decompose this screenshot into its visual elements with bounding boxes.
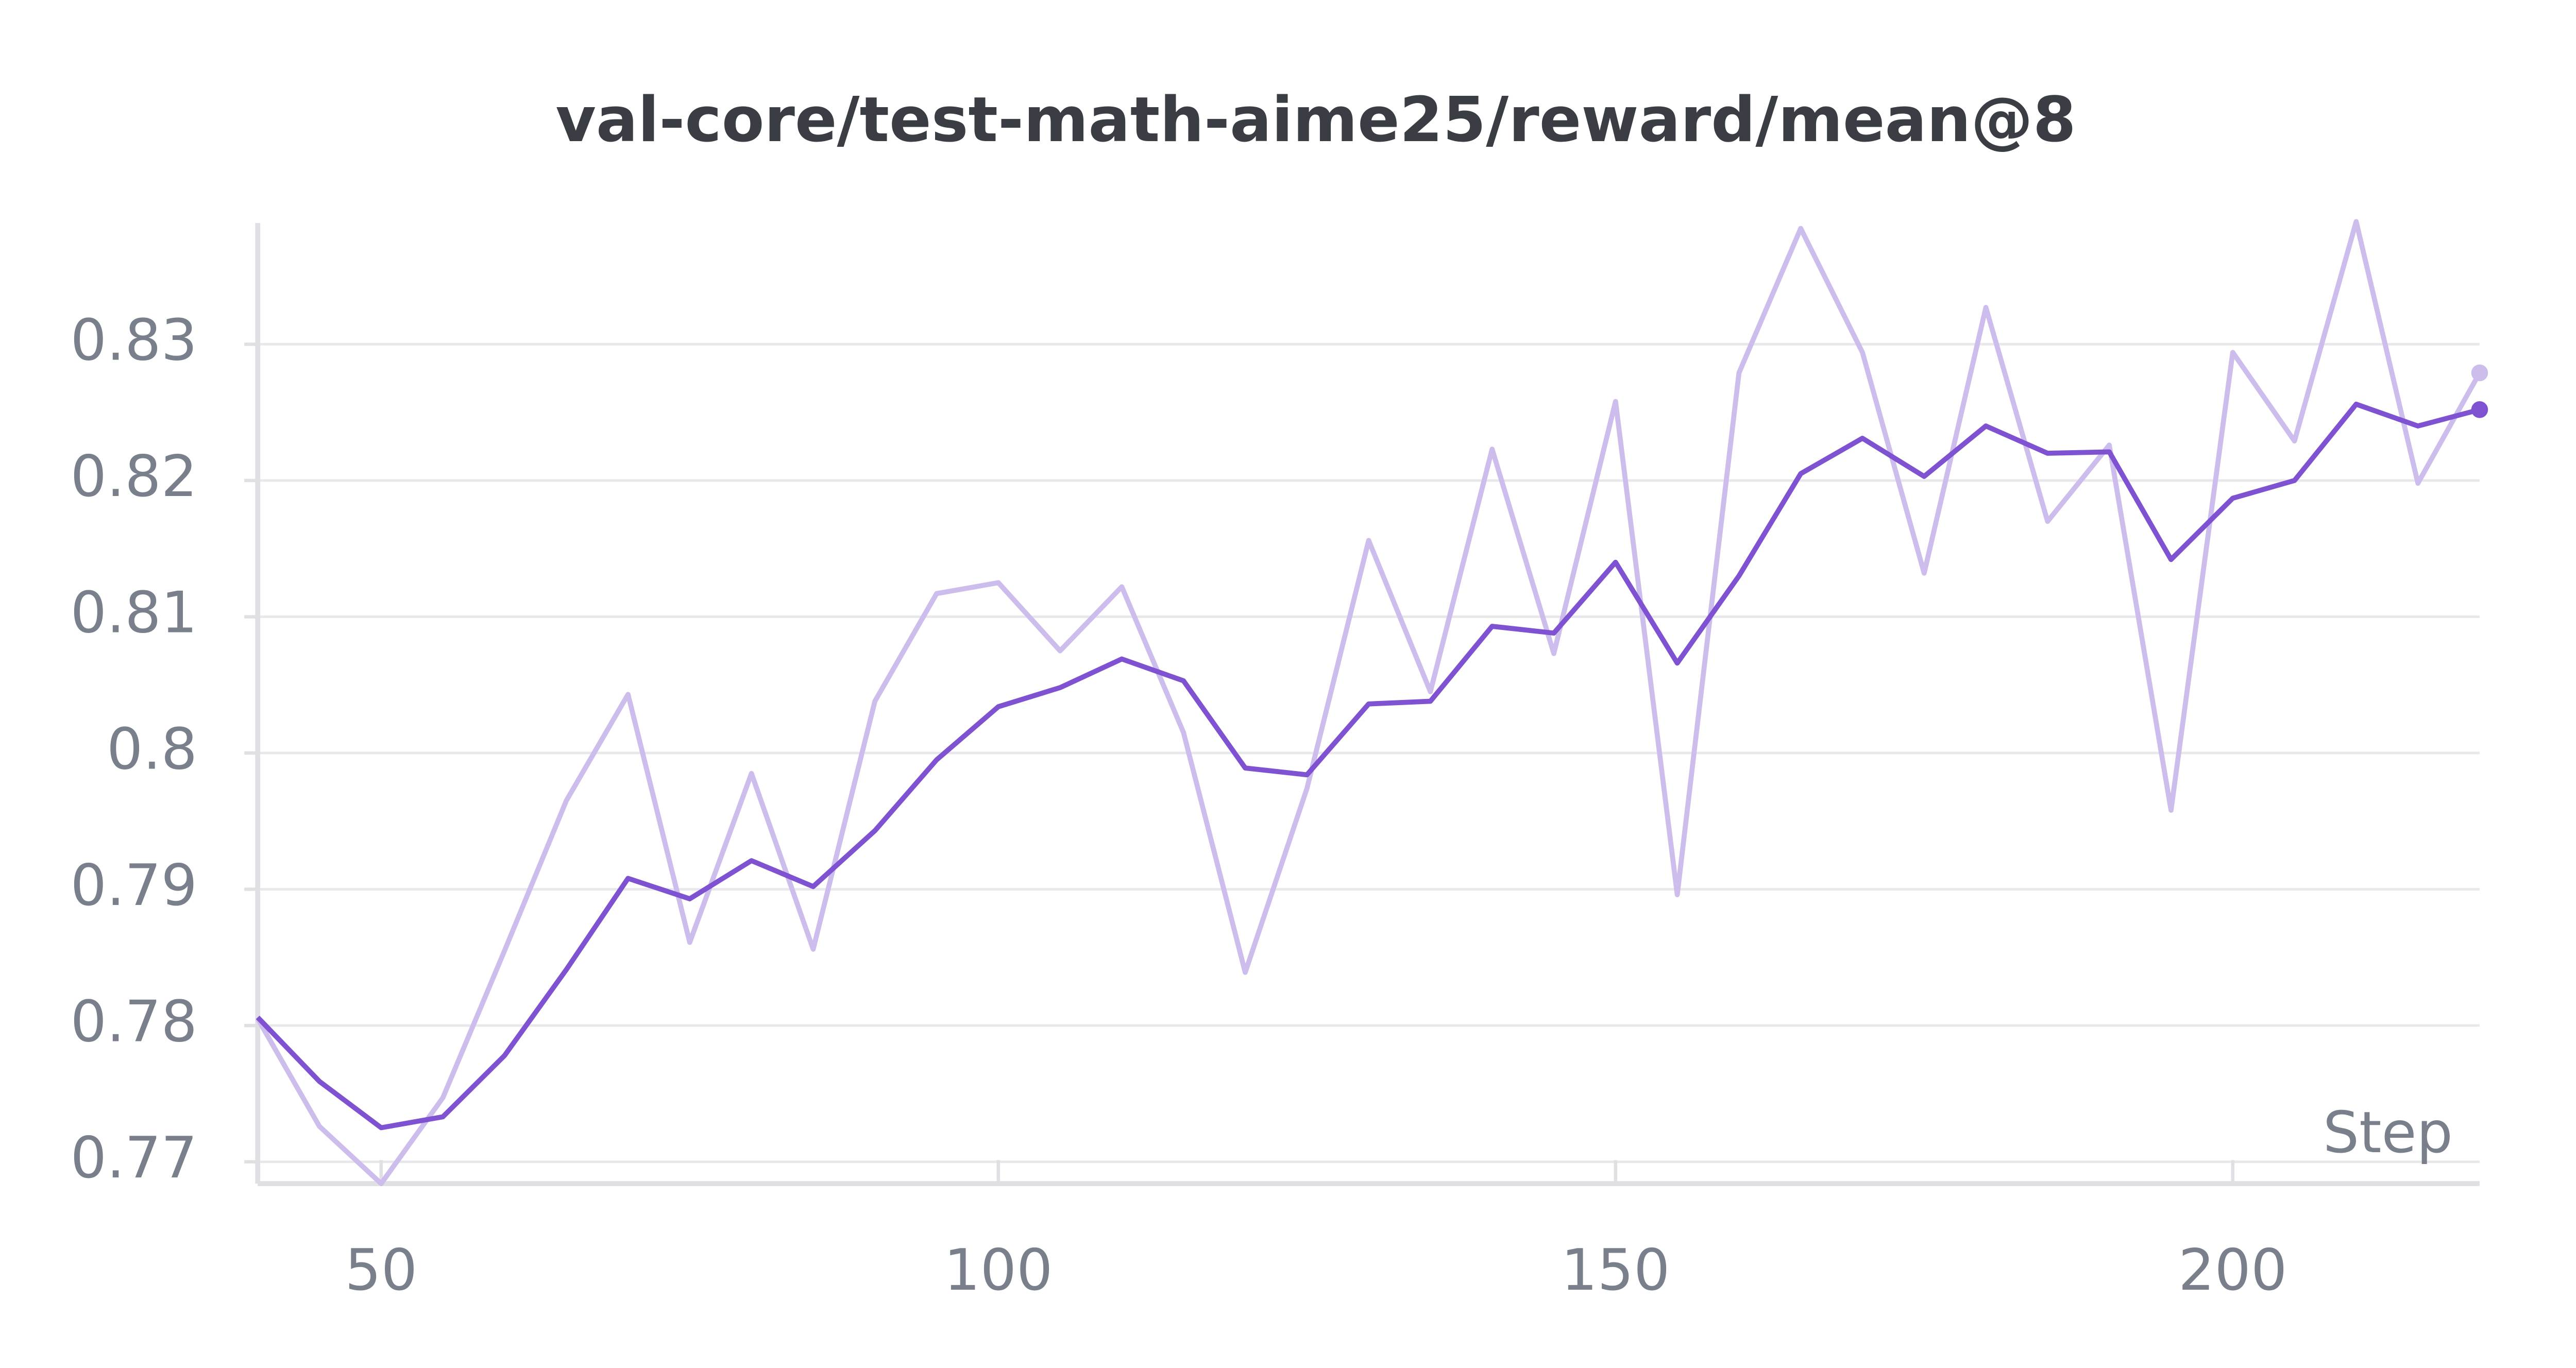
y-tick-label: 0.78 (71, 988, 197, 1055)
x-tick-label: 150 (1561, 1237, 1670, 1304)
x-tick-label: 50 (345, 1237, 417, 1304)
y-tick-label: 0.8 (107, 716, 197, 782)
series-line (255, 219, 2482, 1186)
chart-title: val-core/test-math-aime25/reward/mean@8 (555, 84, 2076, 156)
x-tick-label: 100 (944, 1237, 1053, 1304)
y-tick-label: 0.82 (71, 443, 197, 510)
x-tick-label: 200 (2178, 1237, 2287, 1304)
y-tick-label: 0.77 (71, 1125, 197, 1191)
end-dot (2471, 401, 2488, 418)
series-line (256, 401, 2481, 1131)
end-dot (2471, 364, 2488, 382)
y-tick-label: 0.83 (71, 307, 197, 374)
y-tick-label: 0.81 (71, 580, 197, 646)
x-axis-label: Step (2323, 1100, 2453, 1166)
y-tick-label: 0.79 (71, 852, 197, 919)
